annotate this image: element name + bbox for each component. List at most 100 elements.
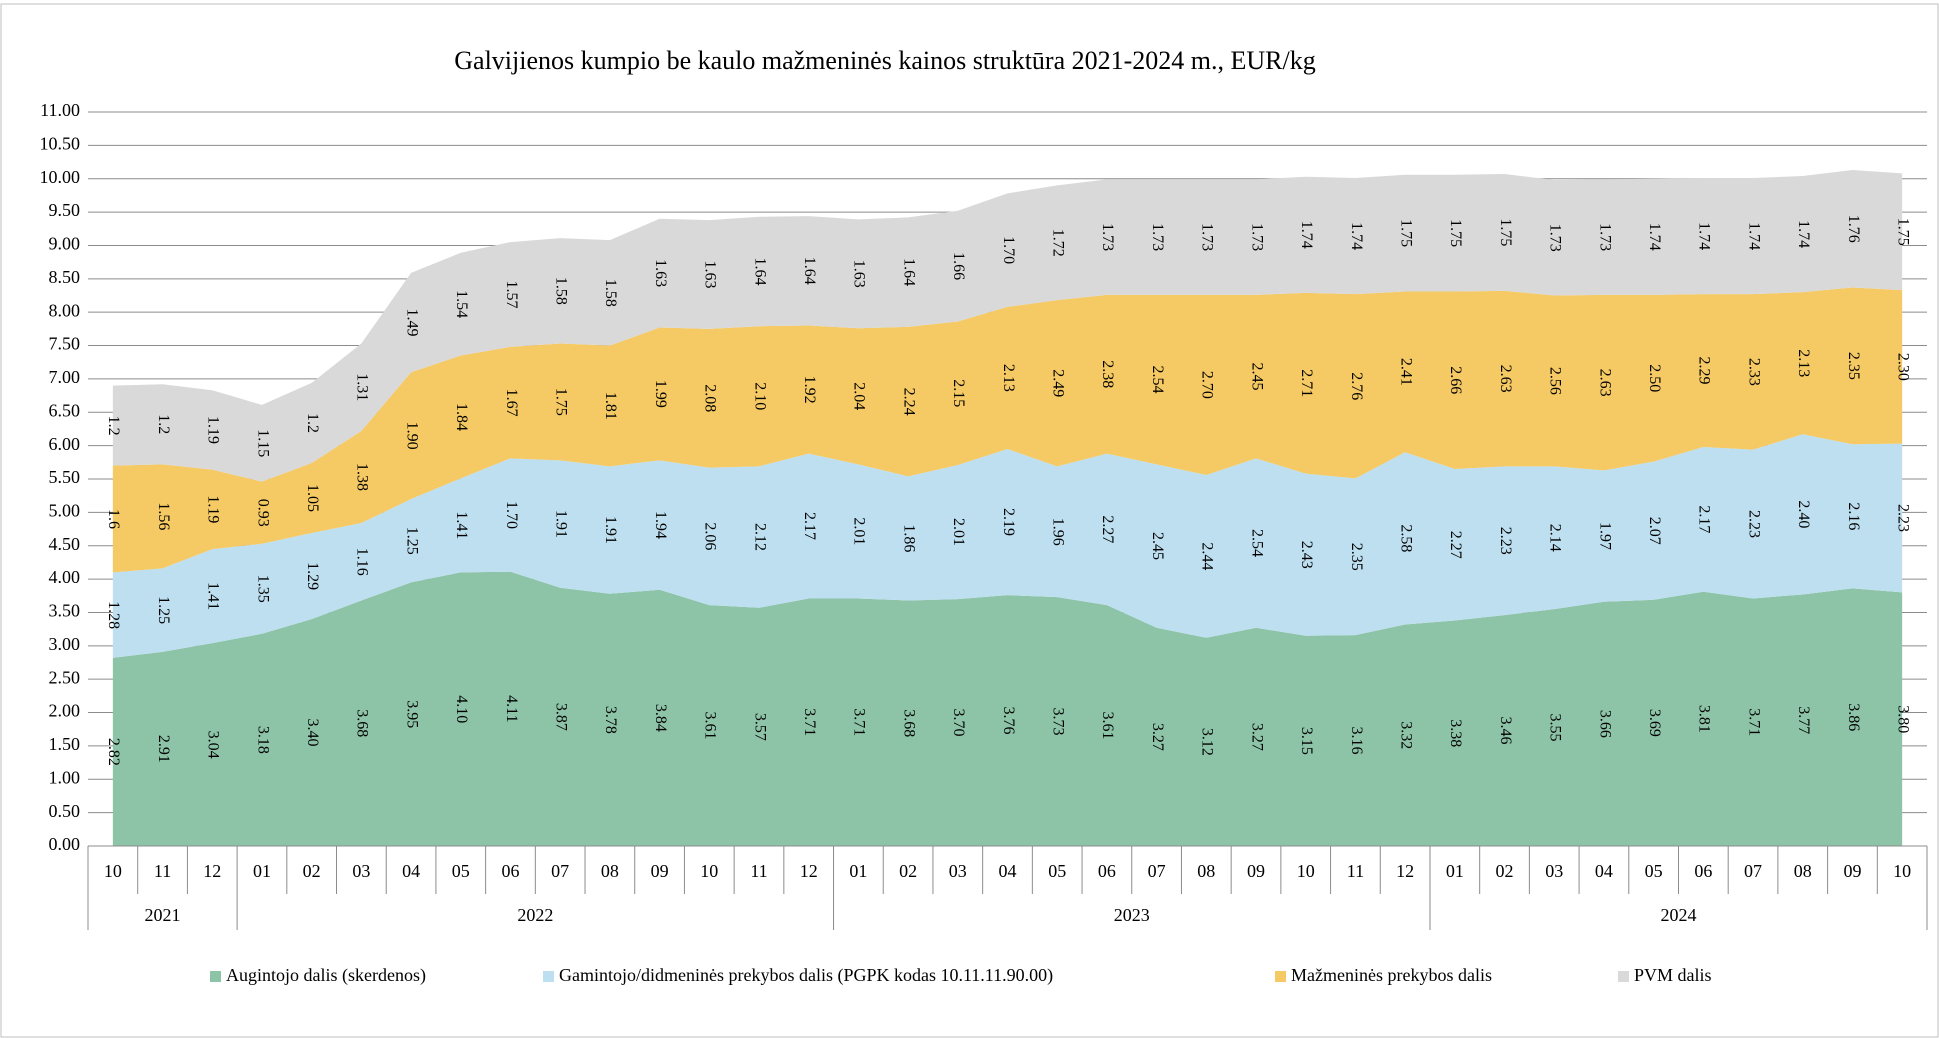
data-label: 1.49 [403, 309, 420, 337]
data-label: 1.41 [453, 511, 470, 539]
x-tick-label: 08 [601, 861, 619, 881]
legend-swatch [1275, 971, 1286, 982]
data-label: 3.46 [1497, 717, 1514, 745]
data-label: 2.45 [1149, 532, 1166, 560]
data-label: 2.66 [1447, 366, 1464, 394]
x-tick-label: 06 [501, 861, 519, 881]
data-label: 2.19 [1000, 508, 1017, 536]
data-label: 3.76 [1000, 707, 1017, 735]
data-label: 1.75 [1397, 219, 1414, 247]
data-label: 3.40 [304, 719, 321, 747]
x-tick-label: 09 [1247, 861, 1265, 881]
y-tick-label: 3.00 [49, 634, 81, 654]
x-tick-label: 11 [750, 861, 767, 881]
x-tick-label: 10 [700, 861, 718, 881]
data-label: 1.76 [1845, 215, 1862, 243]
data-label: 1.25 [155, 596, 172, 624]
x-tick-label: 04 [1595, 861, 1613, 881]
data-label: 3.95 [403, 700, 420, 728]
data-label: 2.04 [851, 382, 868, 410]
data-label: 2.07 [1646, 517, 1663, 545]
data-label: 3.57 [751, 713, 768, 741]
data-label: 2.54 [1248, 529, 1265, 557]
data-label: 1.63 [702, 260, 719, 288]
data-label: 1.72 [1050, 229, 1067, 257]
data-label: 2.41 [1397, 358, 1414, 386]
data-label: 2.27 [1099, 515, 1116, 543]
data-label: 3.16 [1348, 727, 1365, 755]
data-label: 3.27 [1248, 723, 1265, 751]
data-label: 1.38 [354, 463, 371, 491]
data-label: 3.66 [1596, 710, 1613, 738]
legend-label: Mažmeninės prekybos dalis [1291, 965, 1492, 985]
data-label: 1.15 [254, 429, 271, 457]
data-label: 1.63 [652, 259, 669, 287]
data-label: 1.2 [155, 414, 172, 434]
data-label: 1.54 [453, 290, 470, 318]
data-label: 1.64 [801, 257, 818, 285]
y-tick-label: 4.00 [49, 567, 81, 587]
x-tick-label: 10 [1893, 861, 1911, 881]
data-label: 4.10 [453, 695, 470, 723]
x-tick-label: 08 [1794, 861, 1812, 881]
y-tick-label: 11.00 [40, 100, 80, 120]
y-tick-label: 0.00 [49, 834, 81, 854]
y-tick-label: 0.50 [49, 801, 81, 821]
data-label: 2.54 [1149, 366, 1166, 394]
y-tick-label: 3.50 [49, 601, 81, 621]
x-tick-label: 04 [402, 861, 420, 881]
data-label: 1.70 [503, 501, 520, 529]
data-label: 3.18 [254, 726, 271, 754]
data-label: 1.73 [1248, 223, 1265, 251]
data-label: 2.15 [950, 379, 967, 407]
data-label: 2.33 [1745, 358, 1762, 386]
data-label: 3.84 [652, 704, 669, 732]
data-label: 3.80 [1894, 705, 1911, 733]
data-label: 0.93 [254, 499, 271, 527]
data-label: 1.35 [254, 575, 271, 603]
data-label: 1.73 [1596, 223, 1613, 251]
data-label: 1.29 [304, 562, 321, 590]
y-tick-label: 10.50 [40, 133, 81, 153]
data-label: 1.57 [503, 280, 520, 308]
data-label: 2.45 [1248, 363, 1265, 391]
data-label: 2.44 [1199, 542, 1216, 570]
x-tick-label: 02 [303, 861, 321, 881]
y-tick-label: 4.50 [49, 534, 81, 554]
x-tick-label: 01 [253, 861, 271, 881]
y-tick-label: 8.00 [49, 300, 81, 320]
x-tick-label: 11 [154, 861, 171, 881]
data-label: 2.63 [1596, 369, 1613, 397]
legend-swatch [543, 971, 554, 982]
y-tick-label: 6.00 [49, 434, 81, 454]
data-label: 1.16 [354, 548, 371, 576]
y-tick-label: 2.00 [49, 701, 81, 721]
data-label: 2.24 [900, 388, 917, 416]
data-label: 3.68 [900, 709, 917, 737]
x-tick-label: 09 [1843, 861, 1861, 881]
y-tick-label: 9.00 [49, 234, 81, 254]
data-label: 1.90 [403, 422, 420, 450]
data-label: 3.86 [1845, 703, 1862, 731]
data-label: 1.74 [1298, 221, 1315, 249]
data-label: 2.23 [1894, 504, 1911, 532]
x-tick-label: 09 [651, 861, 669, 881]
chart-title: Galvijienos kumpio be kaulo mažmeninės k… [454, 46, 1315, 75]
y-tick-label: 1.00 [49, 767, 81, 787]
data-label: 1.74 [1696, 222, 1713, 250]
data-label: 1.86 [900, 524, 917, 552]
data-label: 2.91 [155, 735, 172, 763]
x-tick-label: 05 [1048, 861, 1066, 881]
data-label: 2.06 [702, 522, 719, 550]
data-label: 2.50 [1646, 364, 1663, 392]
data-label: 1.67 [503, 389, 520, 417]
legend-label: Gamintojo/didmeninės prekybos dalis (PGP… [559, 965, 1053, 986]
data-label: 2.23 [1745, 510, 1762, 538]
data-label: 2.12 [751, 523, 768, 551]
group-label: 2021 [145, 905, 181, 925]
data-label: 1.19 [205, 495, 222, 523]
data-label: 2.27 [1447, 531, 1464, 559]
data-label: 2.23 [1497, 527, 1514, 555]
data-label: 2.43 [1298, 541, 1315, 569]
data-label: 1.75 [1447, 219, 1464, 247]
